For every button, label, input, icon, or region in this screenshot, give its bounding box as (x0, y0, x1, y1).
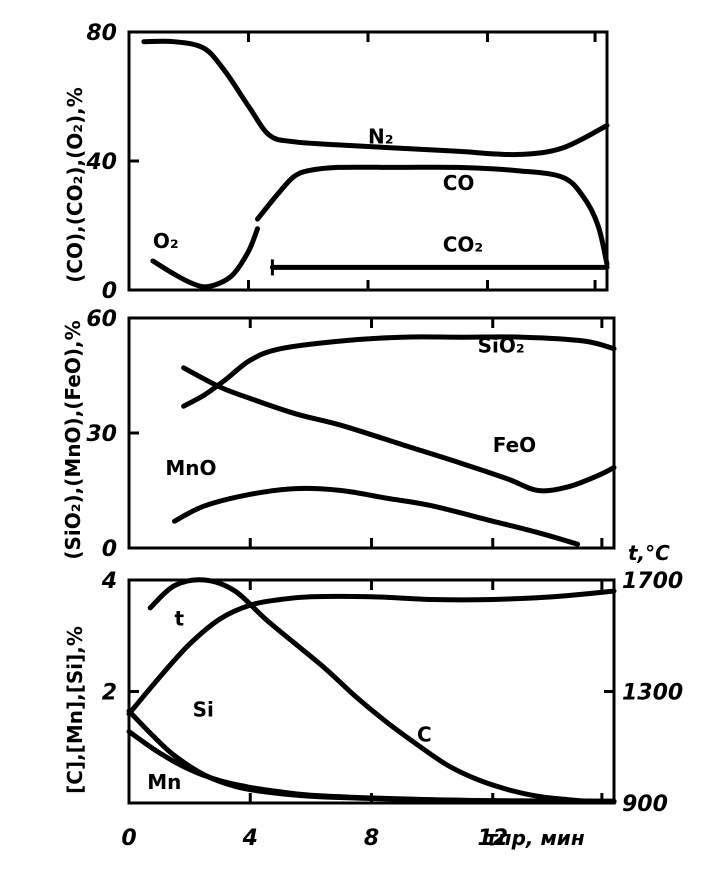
y2-tick-label: 1300 (622, 681, 683, 706)
y-axis-label: [C],[Mn],[Si],% (63, 626, 87, 794)
y2-tick-label: 1700 (622, 569, 683, 594)
y-tick-label: 4 (101, 569, 117, 594)
series-label-mno: MnO (165, 456, 216, 480)
y2-axis-label: t,°C (628, 541, 670, 565)
series-label-c: C (417, 723, 432, 747)
y-axis-label: (SiO₂),(MnO),(FeO),% (61, 320, 85, 559)
chart-panel-3: 2 4 900 1300 1700 [C],[Mn],[Si],% t,°C 0 4 8 12τпр… (63, 541, 683, 851)
series-label-sio: SiO₂ (478, 334, 525, 358)
x-tick-label: 12 (477, 826, 508, 851)
series-line-c (147, 577, 617, 805)
y-tick-label: 0 (102, 537, 117, 562)
y-tick-label: 40 (85, 150, 117, 175)
series-label-n: N₂ (368, 124, 394, 148)
series-line-o (150, 226, 260, 290)
series-line-n (141, 38, 610, 158)
y-tick-label: 2 (102, 681, 117, 706)
x-tick-label: 8 (364, 826, 379, 851)
series-line-mno (172, 485, 581, 547)
y-axis-label: (CO),(CO₂),(O₂),% (63, 87, 87, 283)
series-label-co: CO₂ (443, 232, 483, 256)
plot-frame (127, 30, 609, 292)
series-line-feo (181, 365, 617, 494)
series-line-t (126, 588, 617, 717)
y-tick-label: 30 (86, 422, 117, 447)
y-tick-label: 60 (86, 307, 117, 332)
y-tick-label: 80 (86, 21, 117, 46)
series-line-si (126, 708, 617, 804)
x-tick-label: 0 (121, 826, 136, 851)
y2-tick-label: 900 (622, 792, 668, 817)
series-label-feo: FeO (493, 433, 536, 457)
y-tick-label: 0 (102, 279, 117, 304)
series-label-co: CO (443, 171, 475, 195)
series-label-o: O₂ (153, 229, 179, 253)
series-label-t: t (174, 607, 184, 631)
chart-panel-1: 0 40 80 (CO),(CO₂),(O₂),% N₂ CO O₂ CO₂ (63, 21, 610, 304)
series-label-mn: Mn (147, 770, 181, 794)
chart-panel-2: 0 30 60(SiO₂),(MnO),(FeO),% SiO₂ FeO MnO (61, 307, 617, 562)
x-axis-label: τпр, мин (485, 826, 585, 850)
series-line-mn (126, 729, 617, 804)
series-line-co (255, 164, 610, 267)
series-label-si: Si (193, 698, 214, 722)
x-tick-label: 4 (242, 826, 258, 851)
plot-frame (127, 578, 616, 805)
